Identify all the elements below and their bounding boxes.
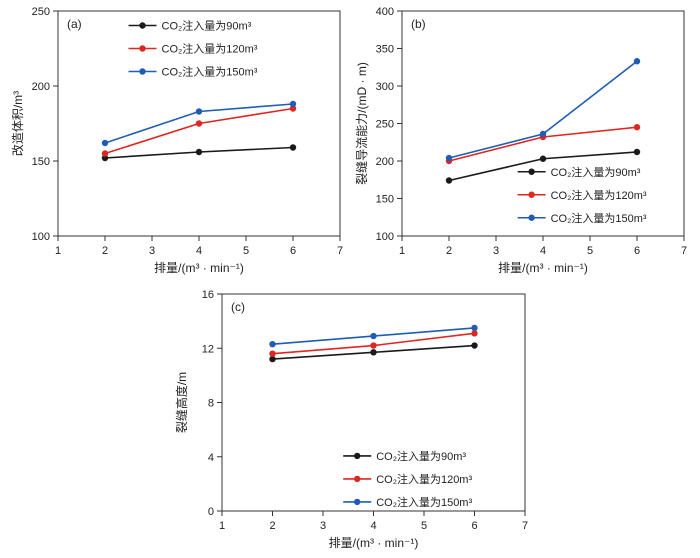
data-point-marker [633, 124, 641, 131]
data-point-marker [101, 150, 109, 157]
chart-b-canvas: 1 2 3 4 5 6 7 100 150 200 250 300 350 400 排量/(m³ · min… [354, 6, 687, 275]
data-point-marker [101, 139, 109, 147]
x-tick-label: 6 [634, 245, 640, 257]
chart-a-canvas: 1 2 3 4 5 6 7 100 150 200 250 排量/(m³ · min⁻¹) 改造体积/m… [11, 6, 343, 275]
data-point-marker [195, 120, 203, 127]
data-point-marker [539, 130, 547, 138]
panel-label: (c) [231, 300, 245, 314]
legend-marker [354, 452, 361, 460]
x-tick-label: 1 [399, 245, 405, 257]
legend-marker [139, 45, 146, 52]
x-tick-label: 6 [471, 520, 477, 532]
x-tick-label: 7 [681, 245, 687, 257]
x-tick-label: 6 [290, 245, 296, 257]
legend-label: CO₂注入量为120m³ [551, 188, 647, 202]
data-point-marker [445, 177, 453, 184]
data-point-marker [370, 349, 377, 356]
data-point-marker [370, 332, 377, 340]
data-point-marker [471, 330, 478, 337]
x-tick-label: 2 [102, 245, 108, 257]
legend-marker [139, 22, 146, 29]
y-tick-label: 8 [208, 398, 214, 410]
series-line [448, 60, 638, 159]
data-point-marker [539, 155, 547, 162]
legend-label: CO₂注入量为150m³ [551, 211, 647, 225]
legend-label: CO₂注入量为90m³ [376, 449, 466, 463]
data-point-marker [471, 324, 478, 332]
y-tick-label: 350 [376, 44, 394, 56]
panel-b: 1 2 3 4 5 6 7 100 150 200 250 300 350 400 排量/(m³ · min… [352, 2, 697, 280]
data-point-marker [289, 100, 297, 108]
y-tick-label: 300 [376, 81, 394, 93]
data-point-marker [289, 144, 297, 151]
x-tick-label: 1 [219, 520, 225, 532]
y-tick-label: 250 [376, 119, 394, 131]
legend-label: CO₂注入量为90m³ [551, 165, 641, 179]
legend-marker [354, 475, 361, 483]
y-tick-label: 4 [208, 452, 214, 464]
x-tick-label: 3 [149, 245, 155, 257]
y-tick-label: 100 [376, 231, 394, 243]
data-point-marker [101, 154, 109, 162]
x-axis-label: 排量/(m³ · min⁻¹) [154, 261, 244, 275]
x-tick-label: 3 [320, 520, 326, 532]
x-tick-label: 7 [337, 245, 343, 257]
legend-marker [528, 214, 535, 221]
y-tick-label: 100 [32, 231, 50, 243]
plot-frame [401, 10, 685, 237]
y-axis-label: 改造体积/m³ [11, 91, 25, 156]
y-tick-label: 400 [376, 6, 394, 18]
data-point-marker [269, 350, 276, 357]
data-point-marker [370, 342, 377, 349]
y-tick-label: 250 [32, 6, 50, 18]
series-line [104, 107, 294, 155]
legend-label: CO₂注入量为120m³ [376, 472, 472, 486]
plot-frame [221, 293, 526, 512]
legend-label: CO₂注入量为120m³ [162, 42, 258, 56]
y-tick-label: 12 [202, 343, 214, 355]
x-tick-label: 4 [196, 245, 202, 257]
legend-marker [528, 168, 535, 175]
legend-label: CO₂注入量为150m³ [162, 65, 258, 79]
x-tick-label: 2 [446, 245, 452, 257]
y-tick-label: 200 [376, 156, 394, 168]
x-tick-label: 4 [540, 245, 546, 257]
x-tick-label: 4 [370, 520, 376, 532]
data-point-marker [269, 355, 276, 363]
x-tick-label: 5 [587, 245, 593, 257]
legend-label: CO₂注入量为150m³ [376, 495, 472, 509]
x-tick-label: 5 [243, 245, 249, 257]
x-tick-label: 1 [55, 245, 61, 257]
y-axis-label: 裂缝导流能力/(mD · m) [354, 62, 369, 185]
legend-marker [354, 498, 361, 506]
panel-a: 1 2 3 4 5 6 7 100 150 200 250 排量/(m³ · min⁻¹) 改造体积/m… [8, 2, 353, 280]
data-point-marker [269, 340, 276, 348]
legend-marker [528, 191, 535, 198]
y-tick-label: 150 [32, 156, 50, 168]
y-axis-label: 裂缝高度/m [174, 372, 189, 433]
y-tick-label: 200 [32, 81, 50, 93]
x-axis-label: 排量/(m³ · min⁻¹) [329, 536, 419, 550]
data-point-marker [471, 342, 478, 349]
y-tick-label: 16 [202, 289, 214, 301]
y-tick-label: 0 [208, 506, 214, 518]
panel-label: (b) [411, 17, 426, 31]
legend-label: CO₂注入量为90m³ [162, 19, 252, 33]
x-tick-label: 3 [493, 245, 499, 257]
data-point-marker [195, 148, 203, 156]
panel-c: 1 2 3 4 5 6 7 0 4 8 12 16 排量/(m³ · min⁻¹) 裂缝高度/m (c) CO… [172, 285, 538, 555]
panel-label: (a) [67, 17, 82, 31]
x-axis-label: 排量/(m³ · min⁻¹) [498, 261, 588, 275]
x-tick-label: 7 [522, 520, 528, 532]
x-tick-label: 5 [421, 520, 427, 532]
data-point-marker [195, 108, 203, 115]
data-point-marker [289, 105, 297, 112]
legend-marker [139, 68, 146, 75]
y-tick-label: 150 [376, 194, 394, 206]
x-tick-label: 2 [269, 520, 275, 532]
data-point-marker [633, 58, 641, 65]
data-point-marker [633, 148, 641, 156]
data-point-marker [445, 154, 453, 162]
